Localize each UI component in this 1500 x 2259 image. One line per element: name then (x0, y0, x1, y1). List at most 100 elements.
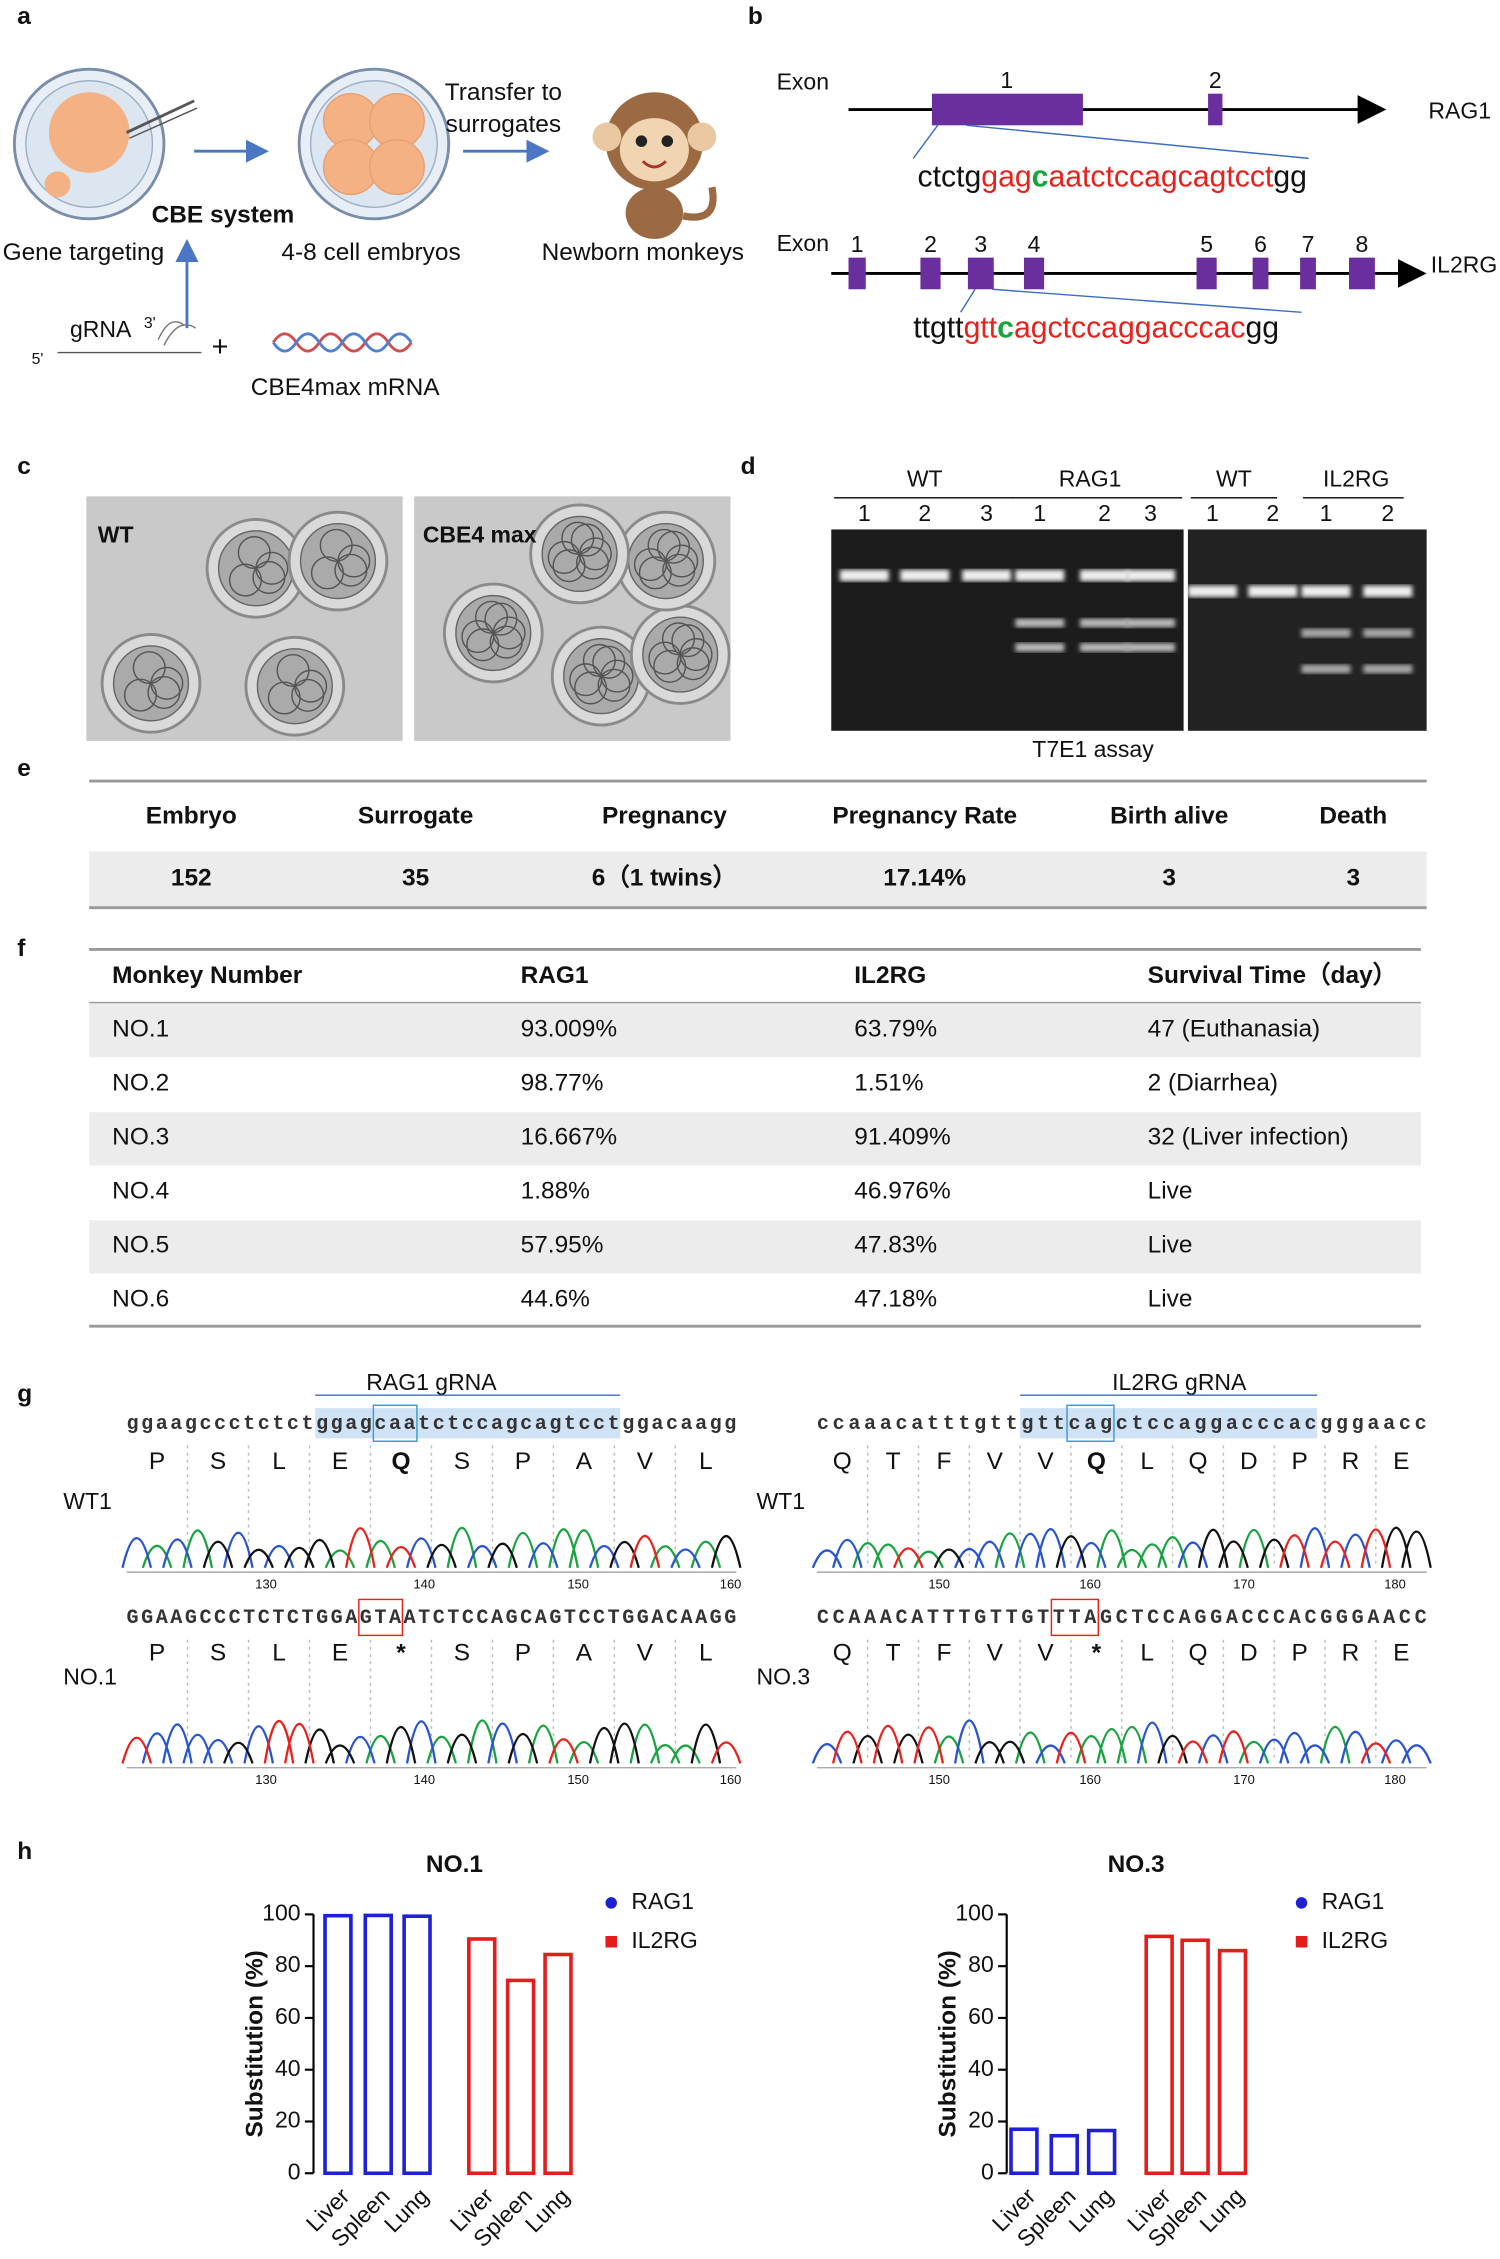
label: 3 (1144, 500, 1157, 526)
exon (1348, 257, 1375, 290)
amino-acid: V (987, 1448, 1004, 1475)
label: WT (907, 466, 943, 492)
legend-marker (605, 1897, 617, 1909)
band (900, 569, 950, 582)
axis-number: 140 (413, 1772, 435, 1787)
y-tick-label: 0 (288, 2158, 301, 2184)
bar (467, 1937, 497, 2176)
table-cell: 93.009% (521, 1015, 617, 1042)
amino-acid: L (272, 1448, 286, 1475)
axis-number: 160 (720, 1772, 742, 1787)
table-header: Birth alive (1110, 803, 1228, 830)
exon (1252, 257, 1269, 290)
label: 1 (1033, 500, 1046, 526)
sequence-part: gtt (964, 312, 998, 345)
axis-number: 150 (567, 1772, 589, 1787)
cell (676, 647, 710, 681)
table-cell: 16.667% (521, 1124, 617, 1151)
row-bg (89, 1004, 1421, 1058)
label: IL2RG (1323, 466, 1389, 492)
cell (484, 602, 518, 636)
cell (633, 548, 667, 582)
label: 3 (974, 231, 987, 257)
amino-acid: T (886, 1640, 901, 1667)
bar (1049, 2133, 1079, 2176)
legend-marker (1295, 1897, 1308, 1909)
table-cell: NO.4 (112, 1178, 169, 1205)
trace (365, 1719, 701, 1764)
cell (291, 678, 325, 712)
sequence-part: ccaaacatttgtt (817, 1413, 1018, 1436)
x-tick-label: Lung (520, 2183, 575, 2238)
cell (569, 663, 603, 697)
amino-acid: L (1140, 1640, 1154, 1667)
panel-label: c (17, 453, 31, 480)
legend-marker (605, 1935, 617, 1948)
label: 2 (1381, 500, 1394, 526)
table-cell: 46.976% (854, 1178, 950, 1205)
axis-number: 130 (255, 1772, 277, 1787)
band (1080, 569, 1129, 582)
sequence-part: ttgtt (913, 312, 964, 345)
trace (933, 1726, 1351, 1764)
table-cell: 3 (1162, 864, 1176, 891)
label: 1 (1206, 500, 1219, 526)
label: IL2RG (1431, 251, 1497, 277)
x-tick-label: Lung (1064, 2183, 1119, 2238)
cell (592, 645, 626, 679)
label: Transfer to (445, 79, 562, 106)
exon (920, 257, 941, 290)
grna-highlight (315, 1408, 621, 1439)
cell (638, 556, 672, 590)
amino-acid: S (454, 1640, 470, 1667)
panel-label: h (17, 1838, 32, 1865)
amino-acid: P (149, 1448, 165, 1475)
cell (661, 622, 696, 656)
label: 1 (851, 231, 864, 257)
gel (831, 529, 1184, 731)
amino-acid: * (396, 1640, 406, 1667)
sequence-part: c (1032, 161, 1049, 194)
sequence-part: agctccaggacccac (1014, 312, 1246, 345)
axis-number: 150 (928, 1772, 950, 1787)
trace (141, 1527, 722, 1569)
sequence-part: gg (1246, 312, 1280, 345)
label: Newborn monkeys (542, 239, 744, 266)
cell (653, 649, 687, 683)
amino-acid: E (1393, 1448, 1409, 1475)
mutation-box (358, 1598, 404, 1637)
amino-acid: S (210, 1640, 226, 1667)
band (1363, 628, 1413, 638)
amino-acid: Q (1188, 1448, 1207, 1475)
band (1015, 569, 1065, 582)
sequence-part: ctctg (918, 161, 982, 194)
bar (402, 1914, 432, 2176)
sequence-part: ggacaagg (622, 1413, 736, 1436)
band (1015, 618, 1065, 628)
trace (811, 1527, 1371, 1569)
label: surrogates (446, 111, 561, 138)
table-cell: Live (1148, 1178, 1193, 1205)
label: 1 (1000, 67, 1013, 93)
table-header: Surrogate (358, 803, 473, 830)
amino-acid: A (576, 1448, 593, 1475)
table-cell: 98.77% (521, 1069, 604, 1096)
amino-acid: L (272, 1640, 286, 1667)
cell (662, 553, 696, 587)
label: Exon (777, 69, 829, 95)
amino-acid: A (576, 1640, 593, 1667)
band (839, 569, 889, 582)
table-cell: 17.14% (883, 864, 966, 891)
band (1301, 628, 1351, 638)
cell (461, 619, 495, 654)
table-cell: NO.3 (112, 1124, 169, 1151)
grna-highlight (1020, 1408, 1318, 1439)
schematic-a (12, 67, 717, 354)
bar (363, 1913, 393, 2176)
cell (582, 643, 616, 677)
amino-acid: V (637, 1640, 654, 1667)
band (962, 569, 1012, 582)
table-cell: 47.18% (854, 1286, 937, 1313)
label: 4-8 cell embryos (281, 239, 460, 266)
